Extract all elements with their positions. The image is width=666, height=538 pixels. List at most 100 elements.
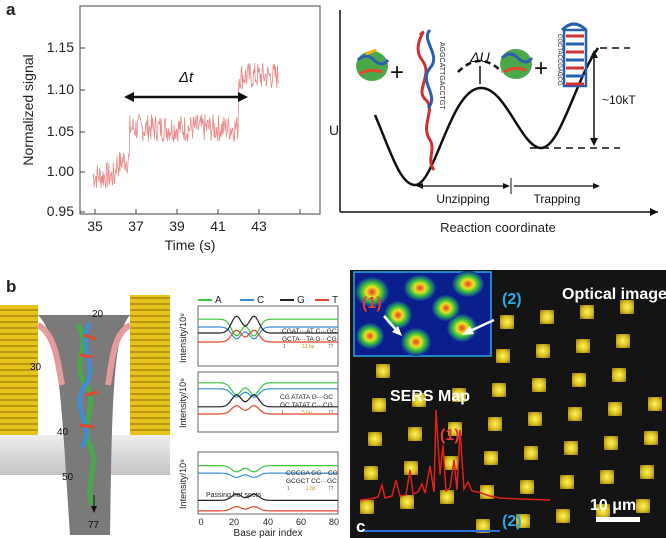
- panel-a-energy-landscape: U Reaction coordinate ΔU ~10kT Unzipping…: [330, 10, 658, 235]
- seq-bottom-1: GCTA···TA G···CG: [282, 336, 337, 343]
- gold-pad: [360, 500, 374, 514]
- gold-pad: [640, 465, 654, 479]
- gold-pad: [496, 349, 510, 363]
- gold-pad: [408, 427, 422, 441]
- pore-label-50: 50: [62, 472, 74, 483]
- gold-pad: [644, 431, 658, 445]
- gold-pad: [412, 393, 426, 407]
- gold-pad: [524, 446, 538, 460]
- gold-pad: [452, 388, 466, 402]
- panel-a-trace-plot: 1.15 1.10 1.05 1.00 0.95 35 37 39 41 43 …: [20, 5, 321, 253]
- sers-spectrum: [359, 409, 551, 501]
- seq-index-end-2: 77: [328, 410, 334, 416]
- seq-bp-1: 12 bp: [302, 344, 315, 350]
- scalebar: [596, 517, 640, 522]
- panel-b-letter: b: [6, 277, 17, 296]
- trace-xtick-label: 41: [210, 218, 226, 234]
- gold-pad-array: [360, 300, 662, 533]
- energy-ylabel: U: [330, 122, 339, 138]
- subplot-3-curve-A: [198, 465, 338, 473]
- gold-pad: [556, 509, 570, 523]
- gold-pad: [444, 456, 458, 470]
- seq-bp-3: 1 bp: [306, 486, 316, 492]
- region-unzipping: Unzipping: [436, 192, 489, 206]
- subplot-xlabel: Base pair index: [234, 528, 303, 538]
- gold-pad: [500, 315, 514, 329]
- subplot-3-curve-T: [198, 505, 338, 512]
- gold-pad: [404, 461, 418, 475]
- energy-curve: [373, 47, 600, 187]
- trace-ytick-label: 1.00: [47, 163, 74, 179]
- gold-pad: [532, 378, 546, 392]
- gold-pad: [612, 368, 626, 382]
- plus-sign-left: +: [390, 59, 404, 86]
- trace-axes: [79, 5, 321, 215]
- gold-pad: [616, 334, 630, 348]
- panel-c-letter: c: [356, 517, 365, 536]
- seq-bottom-3: GCGCT CC···GC: [286, 478, 337, 485]
- legend-a: A: [215, 295, 222, 306]
- subplot-xtick: 40: [263, 517, 273, 527]
- marker-2-spectrum: (2): [502, 513, 522, 530]
- seq-index-start-2: 1: [281, 410, 284, 416]
- nanopore-illustration: 20 30 40 50 77: [0, 295, 170, 535]
- seq-bp-2: 5 bp: [302, 410, 312, 416]
- seq-top-2: CG ATATA G···GC: [280, 394, 333, 401]
- trace-signal-line: [92, 62, 280, 189]
- trace-xtick-label: 35: [87, 218, 103, 234]
- scalebar-label: 10 μm: [590, 497, 636, 514]
- gold-pad: [572, 373, 586, 387]
- seq-top-3: CGCGA GG···CG: [286, 470, 338, 477]
- dna-helix-left: [416, 28, 436, 171]
- subplot-3-curve-G: [198, 493, 338, 501]
- optical-image-label: Optical image: [562, 286, 666, 303]
- subplot-xtick: 80: [329, 517, 339, 527]
- trace-xlabel: Time (s): [165, 237, 216, 253]
- trace-ytick-label: 1.15: [47, 39, 74, 55]
- plus-sign-right: +: [534, 55, 548, 82]
- gold-pad: [440, 490, 454, 504]
- dwell-time-label: Δt: [178, 69, 194, 86]
- protein-illustration-left: [356, 48, 390, 81]
- dna-hairpin-right: [560, 22, 588, 88]
- subplot-ylabel: Intensity/10⁹: [178, 378, 188, 428]
- trace-x-ticks: [94, 209, 301, 214]
- gold-pad: [448, 422, 462, 436]
- gold-pad: [636, 499, 650, 513]
- gold-pad: [564, 441, 578, 455]
- pore-label-77: 77: [88, 520, 100, 531]
- subplot-ylabel: Intensity/10⁹: [178, 459, 188, 509]
- seq-index-start-1: 1: [283, 344, 286, 350]
- legend-t: T: [332, 295, 338, 306]
- gold-nanorod-left: [0, 305, 38, 435]
- subplot-xtick: 20: [229, 517, 239, 527]
- subplot-3-curve-C: [198, 472, 338, 479]
- seq-index-start-3: 1: [287, 486, 290, 492]
- subplot-curves: [198, 315, 338, 512]
- subplot-xtick: 60: [296, 517, 306, 527]
- optical-image-canvas: (1) (2) Optical image SERS Map (1) (2) c…: [353, 271, 666, 536]
- gold-pad: [368, 432, 382, 446]
- gold-pad: [576, 339, 590, 353]
- dna-seq-right: CGCTACCGAGCG: [556, 34, 562, 86]
- seq-index-end-3: 77: [328, 486, 334, 492]
- panel-a-letter: a: [6, 0, 16, 19]
- gold-pad: [600, 470, 614, 484]
- gold-pad: [476, 519, 490, 533]
- subplot-2-curve-C: [198, 388, 338, 398]
- marker-1-spectrum: (1): [440, 427, 460, 444]
- gold-pad: [560, 475, 574, 489]
- gold-pad: [620, 300, 634, 314]
- seq-top-1: CGAT···AT C···GC: [282, 328, 337, 335]
- dwell-time-arrow: [124, 92, 248, 102]
- legend: A C G T: [198, 295, 338, 306]
- gold-pad: [488, 417, 502, 431]
- trace-xtick-label: 39: [169, 218, 185, 234]
- gold-pad: [608, 402, 622, 416]
- optical-image-panel: (1) (2) Optical image SERS Map (1) (2) c…: [350, 270, 666, 538]
- legend-c: C: [257, 295, 264, 306]
- trace-xtick-label: 43: [251, 218, 267, 234]
- gold-pad: [580, 305, 594, 319]
- marker-2-top: (2): [502, 291, 522, 308]
- trace-ytick-label: 0.95: [47, 203, 74, 219]
